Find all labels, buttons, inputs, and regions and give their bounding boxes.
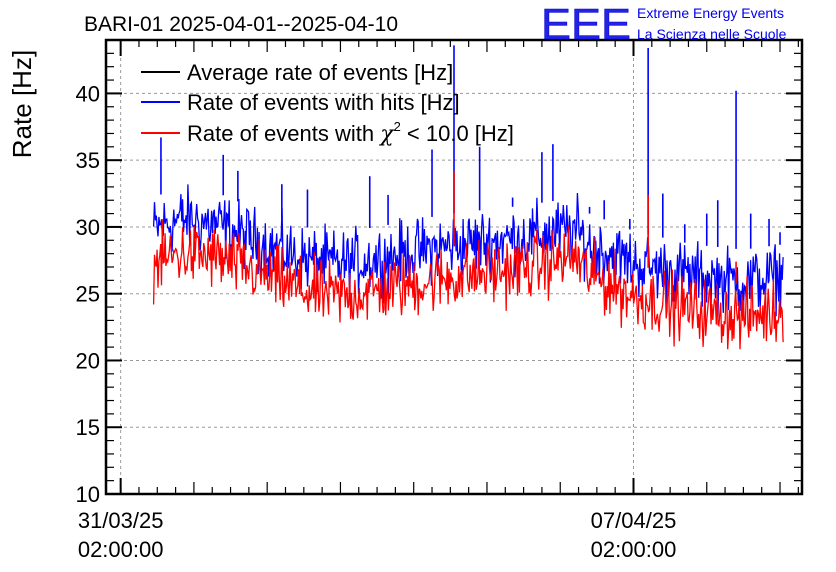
eee-logo-line1: Extreme Energy Events bbox=[637, 5, 784, 21]
series-layer bbox=[152, 45, 784, 350]
y-tick-label: 30 bbox=[76, 215, 100, 240]
chart-title: BARI-01 2025-04-01--2025-04-10 bbox=[84, 13, 398, 36]
eee-logo-line2: La Scienza nelle Scuole bbox=[637, 26, 787, 42]
y-tick-labels: 10 15 20 25 30 35 40 bbox=[76, 81, 100, 507]
y-tick-label: 35 bbox=[76, 148, 100, 173]
x-tick-label-date: 31/03/25 bbox=[78, 508, 164, 533]
axis-ticks bbox=[106, 39, 802, 495]
eee-logo: EEE Extreme Energy Events La Scienza nel… bbox=[541, 0, 787, 49]
x-tick-label-time: 02:00:00 bbox=[78, 537, 164, 562]
legend-chi2-sup: 2 bbox=[394, 119, 401, 134]
y-tick-label: 10 bbox=[76, 482, 100, 507]
y-tick-label: 20 bbox=[76, 348, 100, 373]
series-chi2-line bbox=[152, 219, 784, 350]
series-hits-line bbox=[152, 184, 784, 318]
legend-label-hits: Rate of events with hits [Hz] bbox=[187, 90, 460, 115]
legend-chi2-symbol: χ bbox=[378, 122, 395, 147]
x-tick-label-time: 02:00:00 bbox=[591, 537, 677, 562]
legend-chi2-prefix: Rate of events with bbox=[187, 121, 380, 146]
y-tick-label: 25 bbox=[76, 282, 100, 307]
legend-label-average: Average rate of events [Hz] bbox=[187, 60, 453, 85]
legend: Average rate of events [Hz] Rate of even… bbox=[141, 60, 514, 147]
y-tick-label: 15 bbox=[76, 415, 100, 440]
eee-logo-mark: EEE bbox=[541, 0, 631, 49]
legend-chi2-suffix: < 10.0 [Hz] bbox=[401, 121, 514, 146]
x-tick-labels: 31/03/25 02:00:00 07/04/25 02:00:00 bbox=[78, 508, 676, 562]
x-tick-label-date: 07/04/25 bbox=[591, 508, 677, 533]
y-tick-label: 40 bbox=[76, 81, 100, 106]
legend-label-chi2: Rate of events with χ2 < 10.0 [Hz] bbox=[187, 119, 514, 147]
y-axis-label: Rate [Hz] bbox=[7, 50, 37, 158]
